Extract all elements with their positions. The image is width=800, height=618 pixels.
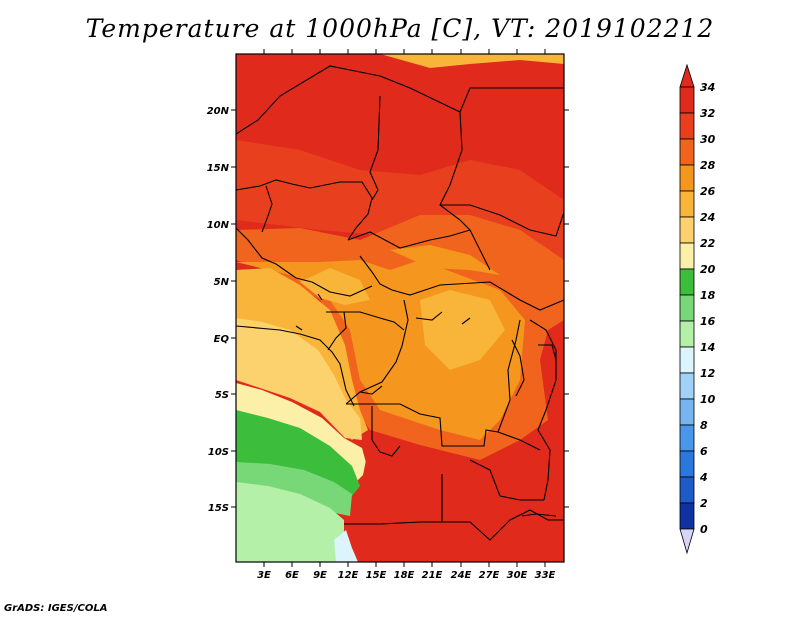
field-26b bbox=[420, 290, 505, 370]
colorbar-bin-2-4 bbox=[679, 476, 695, 504]
colorbar-label-24: 24 bbox=[700, 211, 715, 224]
lon-tick-21e: 21E bbox=[422, 49, 443, 581]
lat-tick-15s: 15S bbox=[208, 503, 569, 514]
lon-label-18e: 18E bbox=[394, 570, 415, 581]
colorbar-bin-6-8 bbox=[679, 424, 695, 452]
lon-label-24e: 24E bbox=[451, 570, 472, 581]
lat-tick-15n: 15N bbox=[207, 163, 569, 174]
colorbar-bin-26-28 bbox=[679, 164, 695, 192]
colorbar-bin-24-26 bbox=[679, 190, 695, 218]
lat-label-15s: 15S bbox=[208, 503, 229, 514]
colorbar-bin-16-18 bbox=[679, 294, 695, 322]
colorbar-label-2: 2 bbox=[700, 497, 708, 510]
colorbar-bin-10-12 bbox=[679, 372, 695, 400]
lat-tick-10n: 10N bbox=[207, 220, 569, 231]
lat-label-10n: 10N bbox=[207, 220, 230, 231]
lon-label-15e: 15E bbox=[366, 570, 387, 581]
field-hot-sw bbox=[356, 440, 564, 562]
colorbar-bin-28-30 bbox=[679, 138, 695, 166]
colorbar-label-34: 34 bbox=[700, 81, 715, 94]
lat-label-15n: 15N bbox=[207, 163, 230, 174]
colorbar-label-10: 10 bbox=[700, 393, 716, 406]
colorbar-label-6: 6 bbox=[700, 445, 708, 458]
colorbar-over-arrow bbox=[679, 63, 695, 88]
lon-tick-15e: 15E bbox=[366, 49, 387, 581]
colorbar-bin-8-10 bbox=[679, 398, 695, 426]
lon-tick-33e: 33E bbox=[535, 49, 556, 581]
field-18 bbox=[236, 462, 352, 516]
lat-label-5s: 5S bbox=[215, 390, 229, 401]
lon-label-33e: 33E bbox=[535, 570, 556, 581]
lon-label-6e: 6E bbox=[285, 570, 299, 581]
field-24 bbox=[236, 318, 362, 440]
lon-label-30e: 30E bbox=[507, 570, 528, 581]
lat-tick-10s: 10S bbox=[208, 447, 569, 458]
lon-label-21e: 21E bbox=[422, 570, 443, 581]
lon-tick-27e: 27E bbox=[479, 49, 500, 581]
lon-label-12e: 12E bbox=[338, 570, 359, 581]
colorbar-label-26: 26 bbox=[700, 185, 716, 198]
colorbar-bin-14-16 bbox=[679, 320, 695, 348]
field-16 bbox=[236, 482, 348, 562]
lat-label-eq: EQ bbox=[214, 334, 230, 345]
colorbar-bin-32-34 bbox=[679, 86, 695, 114]
lat-tick-5s: 5S bbox=[215, 390, 569, 401]
field-20 bbox=[236, 410, 360, 496]
lat-tick-20n: 20N bbox=[207, 106, 569, 117]
lat-label-10s: 10S bbox=[208, 447, 229, 458]
colorbar-label-30: 30 bbox=[700, 133, 716, 146]
colorbar-label-4: 4 bbox=[699, 471, 708, 484]
colorbar-label-12: 12 bbox=[700, 367, 716, 380]
colorbar-label-0: 0 bbox=[700, 523, 708, 536]
field-26c bbox=[300, 268, 370, 305]
colorbar-under-arrow bbox=[679, 528, 695, 555]
lon-label-9e: 9E bbox=[313, 570, 327, 581]
lat-label-5n: 5N bbox=[214, 277, 230, 288]
colorbar-bin-0-2 bbox=[679, 502, 695, 530]
colorbar-label-8: 8 bbox=[700, 419, 708, 432]
lat-tick-5n: 5N bbox=[214, 277, 569, 288]
colorbar-label-22: 22 bbox=[700, 237, 716, 250]
temperature-field bbox=[236, 54, 564, 562]
lat-label-20n: 20N bbox=[207, 106, 230, 117]
map-frame bbox=[235, 53, 565, 563]
colorbar-label-18: 18 bbox=[700, 289, 716, 302]
lon-label-3e: 3E bbox=[257, 570, 271, 581]
grads-credit: GrADS: IGES/COLA bbox=[4, 603, 108, 614]
colorbar-label-32: 32 bbox=[700, 107, 716, 120]
field-28b bbox=[390, 245, 500, 275]
lon-tick-12e: 12E bbox=[338, 49, 359, 581]
colorbar-label-14: 14 bbox=[700, 341, 715, 354]
lon-tick-6e: 6E bbox=[285, 49, 299, 581]
colorbar-label-28: 28 bbox=[700, 159, 716, 172]
colorbar-label-20: 20 bbox=[700, 263, 716, 276]
lat-tick-eq: EQ bbox=[214, 334, 569, 345]
colorbar-bin-20-22 bbox=[679, 242, 695, 270]
colorbar: 34 32 30 28 26 24 22 20 18 16 14 12 10 8… bbox=[679, 63, 716, 555]
country-borders bbox=[236, 65, 564, 541]
colorbar-label-16: 16 bbox=[700, 315, 716, 328]
field-14 bbox=[334, 530, 358, 562]
lon-tick-9e: 9E bbox=[313, 49, 327, 581]
latitude-axis: 20N 15N 10N 5N EQ 5S 10S 15S bbox=[207, 106, 569, 514]
lon-tick-18e: 18E bbox=[394, 49, 415, 581]
colorbar-bin-12-14 bbox=[679, 346, 695, 374]
lon-tick-24e: 24E bbox=[451, 49, 472, 581]
colorbar-bin-30-32 bbox=[679, 112, 695, 140]
colorbar-bin-22-24 bbox=[679, 216, 695, 244]
lon-tick-3e: 3E bbox=[257, 49, 271, 581]
longitude-axis: 3E 6E 9E 12E 15E 18E 21E 24E 27E 30E 33E bbox=[257, 49, 556, 581]
colorbar-bin-4-6 bbox=[679, 450, 695, 478]
lon-label-27e: 27E bbox=[479, 570, 500, 581]
field-top-26 bbox=[380, 54, 564, 68]
lon-tick-30e: 30E bbox=[507, 49, 528, 581]
map-title: Temperature at 1000hPa [C], VT: 20191022… bbox=[85, 14, 715, 43]
colorbar-bin-18-20 bbox=[679, 268, 695, 296]
